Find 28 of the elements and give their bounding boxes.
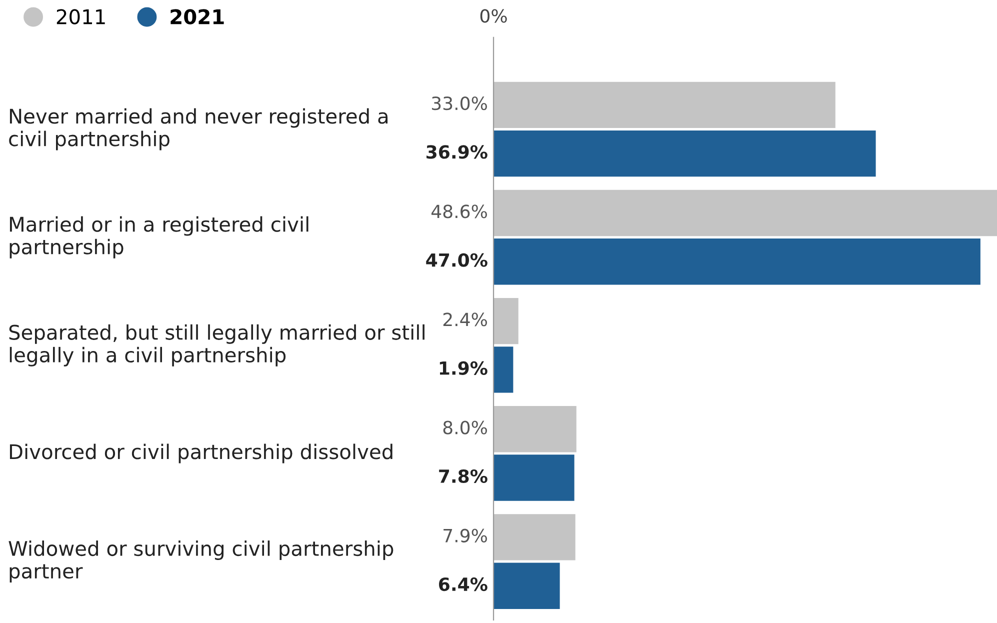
data-label: 1.9% bbox=[440, 361, 488, 375]
data-label: 6.4% bbox=[439, 577, 488, 592]
bar bbox=[494, 346, 514, 393]
data-label: 36.9% bbox=[426, 145, 488, 159]
data-label: 7.9% bbox=[444, 528, 487, 542]
legend-label: 2011 bbox=[56, 9, 105, 24]
text: 0% bbox=[480, 9, 507, 23]
data-label: 47.0% bbox=[426, 253, 488, 267]
bar bbox=[494, 514, 576, 560]
y-tick-label: Separated, but still legally married or still legally in a civil partnership bbox=[9, 324, 424, 366]
bar bbox=[494, 190, 997, 236]
bar bbox=[494, 82, 836, 128]
bar bbox=[494, 454, 574, 501]
bar bbox=[494, 406, 576, 452]
bar bbox=[494, 238, 980, 285]
legend-label: 2021 bbox=[170, 9, 224, 24]
bar bbox=[494, 130, 876, 177]
data-label: 7.8% bbox=[439, 469, 488, 484]
y-tick-label: Never married and never registered a civil partnership bbox=[9, 108, 388, 150]
data-label: 48.6% bbox=[431, 204, 487, 218]
data-label: 33.0% bbox=[432, 96, 487, 110]
bar bbox=[494, 562, 560, 609]
data-label: 2.4% bbox=[443, 312, 487, 326]
y-tick-label: Married or in a registered civil partnership bbox=[10, 216, 308, 258]
y-tick-label: Divorced or civil partnership dissolved bbox=[10, 444, 392, 464]
data-label: 8.0% bbox=[443, 420, 487, 434]
bar bbox=[494, 298, 518, 344]
y-tick-label: Widowed or surviving civil partnership partner bbox=[8, 540, 394, 583]
